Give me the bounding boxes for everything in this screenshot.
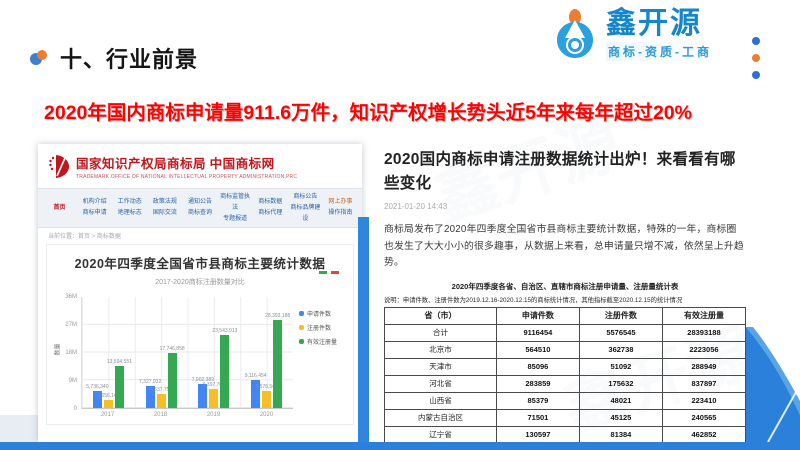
brand-name: 鑫开源: [606, 7, 702, 40]
side-dots-decoration: [752, 37, 760, 79]
website-screenshot: 国家知识产权局商标局 中国商标网 TRADEMARK OFFICE OF NAT…: [38, 144, 362, 442]
y-tick: 0: [73, 406, 77, 413]
bar-注册件数-2019: 6,397,764: [203, 382, 225, 409]
article-panel: 2020国内商标申请注册数据统计出炉！来看看有哪些变化 2021-01-20 1…: [384, 148, 747, 450]
table-row: 辽宁省 130597 81384 462852: [384, 425, 747, 444]
chart-area: 数量 36M 27M 18M 9M 0 5,736,340 2,656,145 13,594…: [51, 294, 349, 418]
bar-value-label: 4,637,752: [150, 387, 173, 393]
bottom-right-decoration: [746, 327, 800, 442]
bar-group-2017: 5,736,340 2,656,145 13,594,551: [86, 359, 132, 409]
bar-申请件数-2019: 7,902,389: [192, 377, 214, 409]
legend-dot: [299, 339, 304, 345]
site-header: 国家知识产权局商标局 中国商标网 TRADEMARK OFFICE OF NAT…: [38, 144, 362, 185]
x-axis-labels: 2017 2018 2019 2020: [81, 412, 293, 418]
site-name: 国家知识产权局商标局 中国商标网: [76, 157, 275, 171]
legend-item: 申请件数: [299, 309, 349, 318]
bar-value-label: 17,746,858: [159, 346, 185, 353]
site-nav-item[interactable]: 商标公告 商标品牌建设: [290, 194, 321, 222]
table-row: 合计 9116454 5576545 28393188: [384, 323, 747, 342]
site-nav-item[interactable]: 商标监管执法 专题报道: [220, 194, 251, 222]
article-body: 商标局发布了2020年四季度全国省市县商标主要统计数据，特殊的一年，商标圈也发生…: [384, 224, 744, 269]
table-note: 说明：申请件数、注册件数为2019.12.16-2020.12.15的商标统计情…: [384, 296, 683, 304]
table-row: 天津市 85096 51092 288949: [384, 357, 747, 376]
site-nav-item[interactable]: 工作动态 地理标志: [117, 199, 142, 217]
footer-bar: [0, 442, 800, 450]
cnipa-logo-icon: [49, 155, 69, 178]
site-subtitle: TRADEMARK OFFICE OF NATIONAL INTELLECTUA…: [76, 174, 298, 180]
y-tick: 36M: [65, 294, 77, 301]
stats-chart: 2020年四季度全国省市县商标主要统计数据 2017-2020商标注册数量对比 …: [46, 244, 354, 426]
site-nav-item[interactable]: 政策法规 国际交流: [152, 199, 177, 217]
bar-value-label: 23,543,913: [212, 328, 238, 335]
bar-申请件数-2018: 7,327,032: [139, 379, 161, 409]
table-header-row: 省（市） 申请件数 注册件数 有效注册量: [384, 306, 747, 325]
bar-value-label: 6,397,764: [202, 381, 225, 388]
bar-value-label: 7,902,389: [191, 376, 214, 383]
legend-item: 注册件数: [299, 323, 349, 332]
bar-value-label: 9,116,454: [244, 373, 267, 379]
y-tick: 18M: [65, 350, 77, 357]
bar-注册件数-2020: 5,576,545: [256, 384, 278, 409]
bar-有效注册量-2017: 13,594,551: [107, 359, 132, 409]
chart-title: 2020年四季度全国省市县商标主要统计数据: [74, 257, 326, 272]
headline-banner: 2020年国内商标申请量911.6万件，知识产权增长势头近5年来每年超过20%: [44, 102, 692, 124]
chart-plot: 5,736,340 2,656,145 13,594,551 7,327,032 4,6…: [81, 297, 293, 410]
bar-有效注册量-2019: 23,543,913: [212, 328, 237, 409]
article-date: 2021-01-20 14:43: [384, 202, 448, 212]
site-nav: 首页 机构介绍 商标申请 工作动态 地理标志 政策法规 国际交流 通知公告 商标查询 商标监管执法…: [38, 188, 362, 229]
table-row: 内蒙古自治区 71501 45125 240565: [384, 408, 747, 427]
stats-table: 省（市） 申请件数 注册件数 有效注册量 合计 9116454 5576545 2839318…: [384, 306, 747, 450]
site-nav-item[interactable]: 首页: [53, 204, 66, 211]
x-tick: 2017: [100, 412, 115, 419]
article-title[interactable]: 2020国内商标申请注册数据统计出炉！来看看有哪些变化: [384, 151, 736, 193]
brand-tagline: 商标-资质-工商: [606, 41, 714, 61]
slide-header: 十、行业前景: [30, 42, 198, 74]
bar-value-label: 5,576,545: [255, 384, 278, 391]
bar-有效注册量-2020: 28,393,188: [265, 313, 290, 409]
y-tick: 9M: [68, 378, 77, 385]
bar-group-2020: 9,116,454 5,576,545 28,393,188: [245, 313, 290, 409]
brand-logo: 鑫开源 商标-资质-工商: [552, 8, 714, 61]
breadcrumb[interactable]: 当前位置：首页 > 商标数据: [48, 234, 121, 241]
table-row: 山西省 85379 48021 223410: [384, 391, 747, 410]
chart-subtitle: 2017-2020商标注册数量对比: [155, 279, 245, 287]
page-title: 十、行业前景: [60, 47, 199, 72]
title-bullet-icon: [30, 50, 48, 66]
bar-有效注册量-2018: 17,746,858: [160, 346, 185, 409]
site-nav-item[interactable]: 网上办事 操作指南: [328, 199, 353, 217]
y-tick: 27M: [65, 322, 77, 329]
chart-mini-legend: [319, 271, 339, 275]
bar-value-label: 28,393,188: [265, 313, 291, 320]
y-axis-title: 数量: [55, 343, 62, 356]
site-nav-item[interactable]: 机构介绍 商标申请: [82, 199, 107, 217]
bar-注册件数-2017: 2,656,145: [97, 393, 120, 409]
bar-注册件数-2018: 4,637,752: [150, 387, 172, 409]
bar-group-2019: 7,902,389 6,397,764 23,543,913: [192, 328, 237, 409]
bar-group-2018: 7,327,032 4,637,752 17,746,858: [139, 346, 185, 409]
bar-value-label: 2,656,145: [97, 393, 120, 400]
brand-logo-icon: [557, 9, 593, 59]
bar-value-label: 7,327,032: [139, 378, 162, 385]
table-row: 河北省 283859 175632 837897: [384, 374, 747, 393]
y-axis-ticks: 36M 27M 18M 9M 0: [65, 294, 77, 412]
table-caption: 2020年四季度各省、自治区、直辖市商标注册申请量、注册量统计表: [451, 281, 679, 291]
site-nav-item[interactable]: 商标数据 商标代理: [258, 199, 283, 217]
divider-bar: [358, 217, 369, 450]
legend-dot: [299, 311, 304, 317]
chart-legend: 申请件数注册件数有效注册量: [293, 297, 349, 418]
legend-item: 有效注册量: [299, 337, 349, 346]
table-row: 北京市 564510 362738 2223056: [384, 340, 747, 359]
x-tick: 2018: [153, 412, 168, 419]
legend-dot: [299, 325, 304, 331]
x-tick: 2019: [206, 412, 221, 419]
bar-value-label: 5,736,340: [86, 383, 109, 390]
x-tick: 2020: [259, 412, 274, 419]
bar-申请件数-2017: 5,736,340: [86, 384, 109, 409]
y-axis: 数量 36M 27M 18M 9M 0: [51, 294, 81, 418]
site-nav-item[interactable]: 通知公告 商标查询: [187, 199, 212, 217]
bar-申请件数-2020: 9,116,454: [245, 373, 267, 409]
bar-value-label: 13,594,551: [106, 359, 132, 366]
